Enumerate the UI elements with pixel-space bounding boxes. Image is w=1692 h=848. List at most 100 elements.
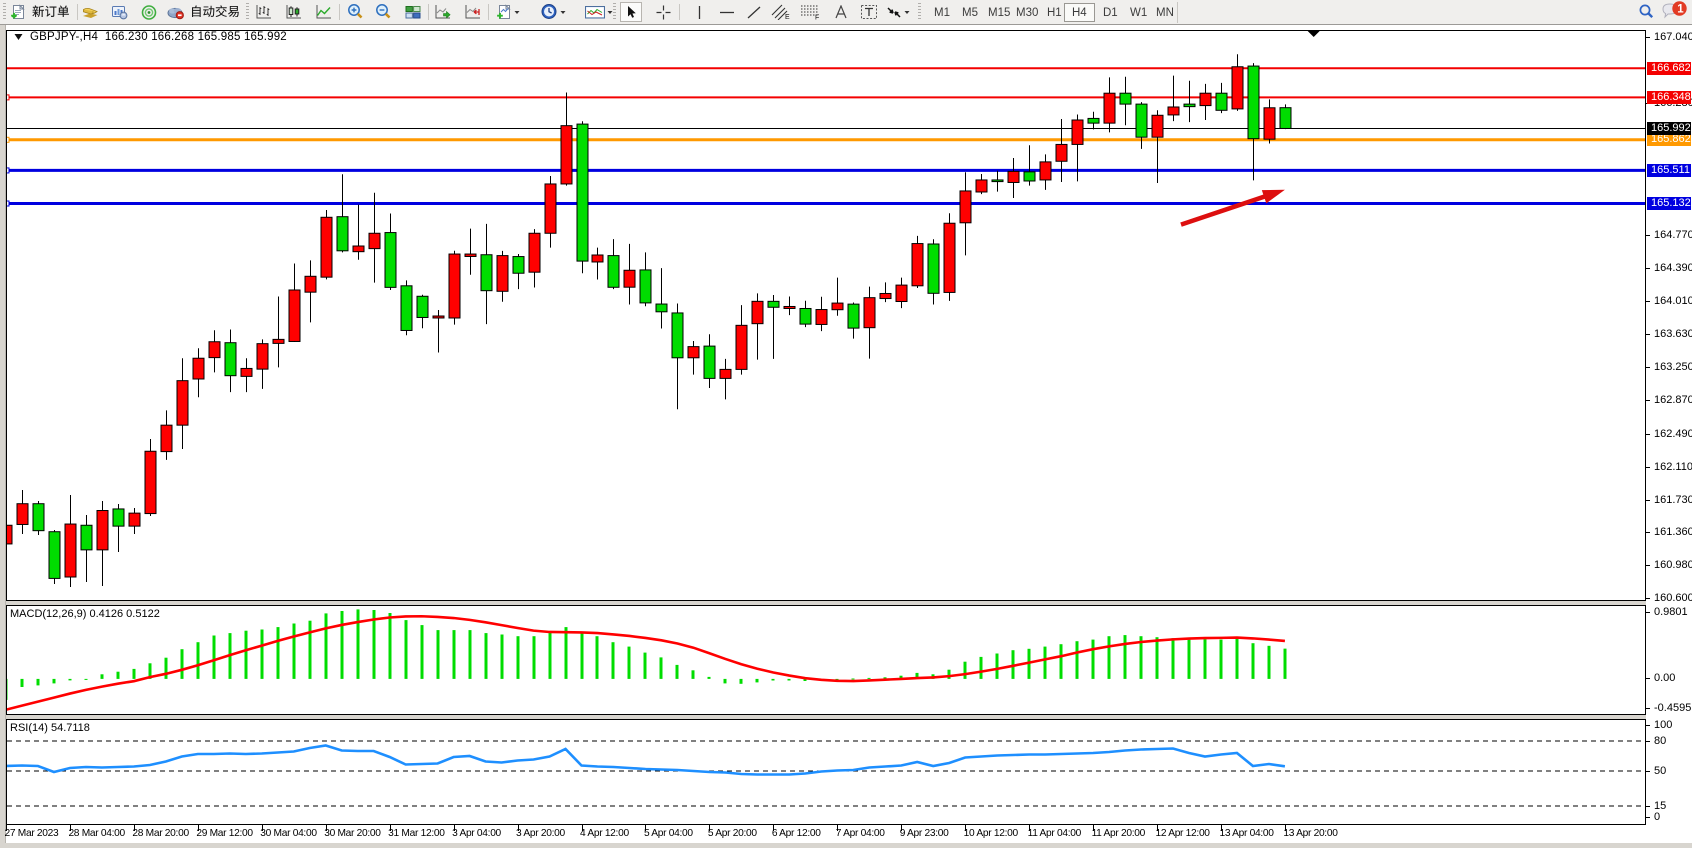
candle [512,254,525,290]
text-tool-button[interactable] [830,2,852,22]
crosshair-tool-button[interactable] [652,2,674,22]
bar-chart-button[interactable] [255,2,273,22]
time-tick-label: 30 Mar 20:00 [324,828,381,839]
accounts-history-button[interactable] [81,2,100,22]
equidistant-channel-tool-button[interactable]: E [768,2,794,22]
arrows-dropdown-arrow[interactable] [903,4,912,21]
candle [831,277,844,316]
macd-histogram-bar [659,657,663,679]
cursor-tool-button[interactable] [620,2,642,22]
macd-histogram-bar [899,675,903,679]
down-triangle-marker[interactable] [1307,31,1320,37]
chart-title-bar: GBPJPY-,H4 166.230 166.268 165.985 165.9… [14,30,287,44]
toolbar-drag-handle[interactable] [246,3,249,21]
time-tick-label: 5 Apr 04:00 [643,828,693,839]
vertical-line-tool-button[interactable] [688,2,710,22]
zoom-out-button[interactable] [374,2,393,22]
candle [687,341,700,375]
arrows-tool-button[interactable] [886,2,912,22]
panel-splitter[interactable] [6,601,1646,605]
line-anchor-handle[interactable] [4,136,10,143]
candle-body-bear [847,303,860,329]
timeframe-button-m30[interactable]: M30 [1016,6,1039,19]
text-label-tool-button[interactable] [857,2,881,22]
auto-trading-button[interactable] [166,2,241,22]
rsi-axis-label: 80 [1654,734,1667,747]
candle-body-bull [1151,114,1164,138]
toolbar-drag-handle[interactable] [918,3,921,21]
zoom-in-button[interactable] [346,2,365,22]
timeframe-button-m1[interactable]: M1 [934,6,950,19]
arrow-annotation[interactable] [1180,189,1285,227]
horizontal-line-tool-button[interactable] [716,2,738,22]
add-indicator-button[interactable] [496,2,522,22]
toolbar-drag-handle[interactable] [613,3,616,21]
timeframe-button-m5[interactable]: M5 [962,6,978,19]
macd-histogram-bar [1203,639,1207,679]
price-tick-label: 164.770 [1654,228,1692,241]
auto-trading-icon [167,7,184,19]
candlestick-chart-button[interactable] [285,2,303,22]
price-tick-label: 161.360 [1654,526,1692,539]
candle-body-bull [943,222,956,293]
candle [927,239,940,305]
timeframe-button-h1[interactable]: H1 [1047,6,1062,19]
candle-body-bear [1247,65,1260,140]
candle-body-bull [1167,106,1180,116]
candle [1071,114,1084,182]
timeframe-button-m15[interactable]: M15 [988,6,1011,19]
macd-histogram-bar [739,678,743,684]
time-axis[interactable]: 27 Mar 2023 28 Mar 04:00 28 Mar 20:00 29 Ma… [5,825,1646,843]
timeframe-button-h4[interactable]: H4 [1064,3,1095,22]
signals-button[interactable] [140,2,159,22]
collapse-triangle-icon[interactable] [14,33,23,41]
new-order-button[interactable] [10,2,71,22]
macd-histogram-bar [20,678,24,687]
candle-body-bear [639,269,652,304]
macd-histogram-bar [963,661,967,679]
line-anchor-handle[interactable] [4,94,10,101]
fibonacci-tool-button[interactable]: F [798,2,824,22]
timeframe-button-w1[interactable]: W1 [1130,6,1148,19]
notifications-button[interactable]: 1 [1660,1,1690,22]
toolbar-drag-handle[interactable] [3,3,6,21]
report-icon [112,5,128,19]
candle [1279,104,1292,130]
search-button[interactable] [1637,2,1655,22]
add-indicator-dropdown-arrow[interactable] [513,4,522,21]
candle-body-bear [1279,107,1292,129]
panel-splitter[interactable] [6,715,1646,719]
price-tick-label: 162.870 [1654,394,1692,407]
candle-body-bull [831,302,844,311]
candle [496,250,509,302]
line-anchor-handle[interactable] [4,200,10,207]
candle-body-bull [735,324,748,370]
candle-body-bear [32,503,45,532]
macd-histogram-bar [516,636,520,679]
zoom-in-icon [348,4,363,19]
candle-body-bear [927,243,940,294]
candle-body-bear [224,342,237,377]
timeframe-button-d1[interactable]: D1 [1103,6,1118,19]
timeframe-button-mn[interactable]: MN [1156,6,1174,19]
periods-dropdown-arrow[interactable] [559,4,568,21]
tile-windows-button[interactable] [404,2,422,22]
macd-histogram-bar [404,620,408,679]
chart-shift-icon [465,4,480,18]
market-report-button[interactable] [110,2,129,22]
periods-button[interactable] [540,2,568,22]
time-axis-tick [1157,825,1158,831]
templates-dropdown-arrow[interactable] [606,4,615,21]
candle [671,303,684,410]
line-chart-icon [316,4,331,18]
templates-button[interactable] [584,2,615,22]
line-chart-button[interactable] [315,2,333,22]
macd-histogram-bar [691,670,695,679]
text-icon [835,5,847,19]
auto-scroll-button[interactable] [434,2,452,22]
line-anchor-handle[interactable] [4,167,10,174]
chart-shift-button[interactable] [464,2,482,22]
price-axis[interactable]: 167.040166.280164.770164.390164.010163.6… [1646,25,1692,843]
time-axis-tick [1220,825,1222,831]
trendline-tool-button[interactable] [743,2,765,22]
